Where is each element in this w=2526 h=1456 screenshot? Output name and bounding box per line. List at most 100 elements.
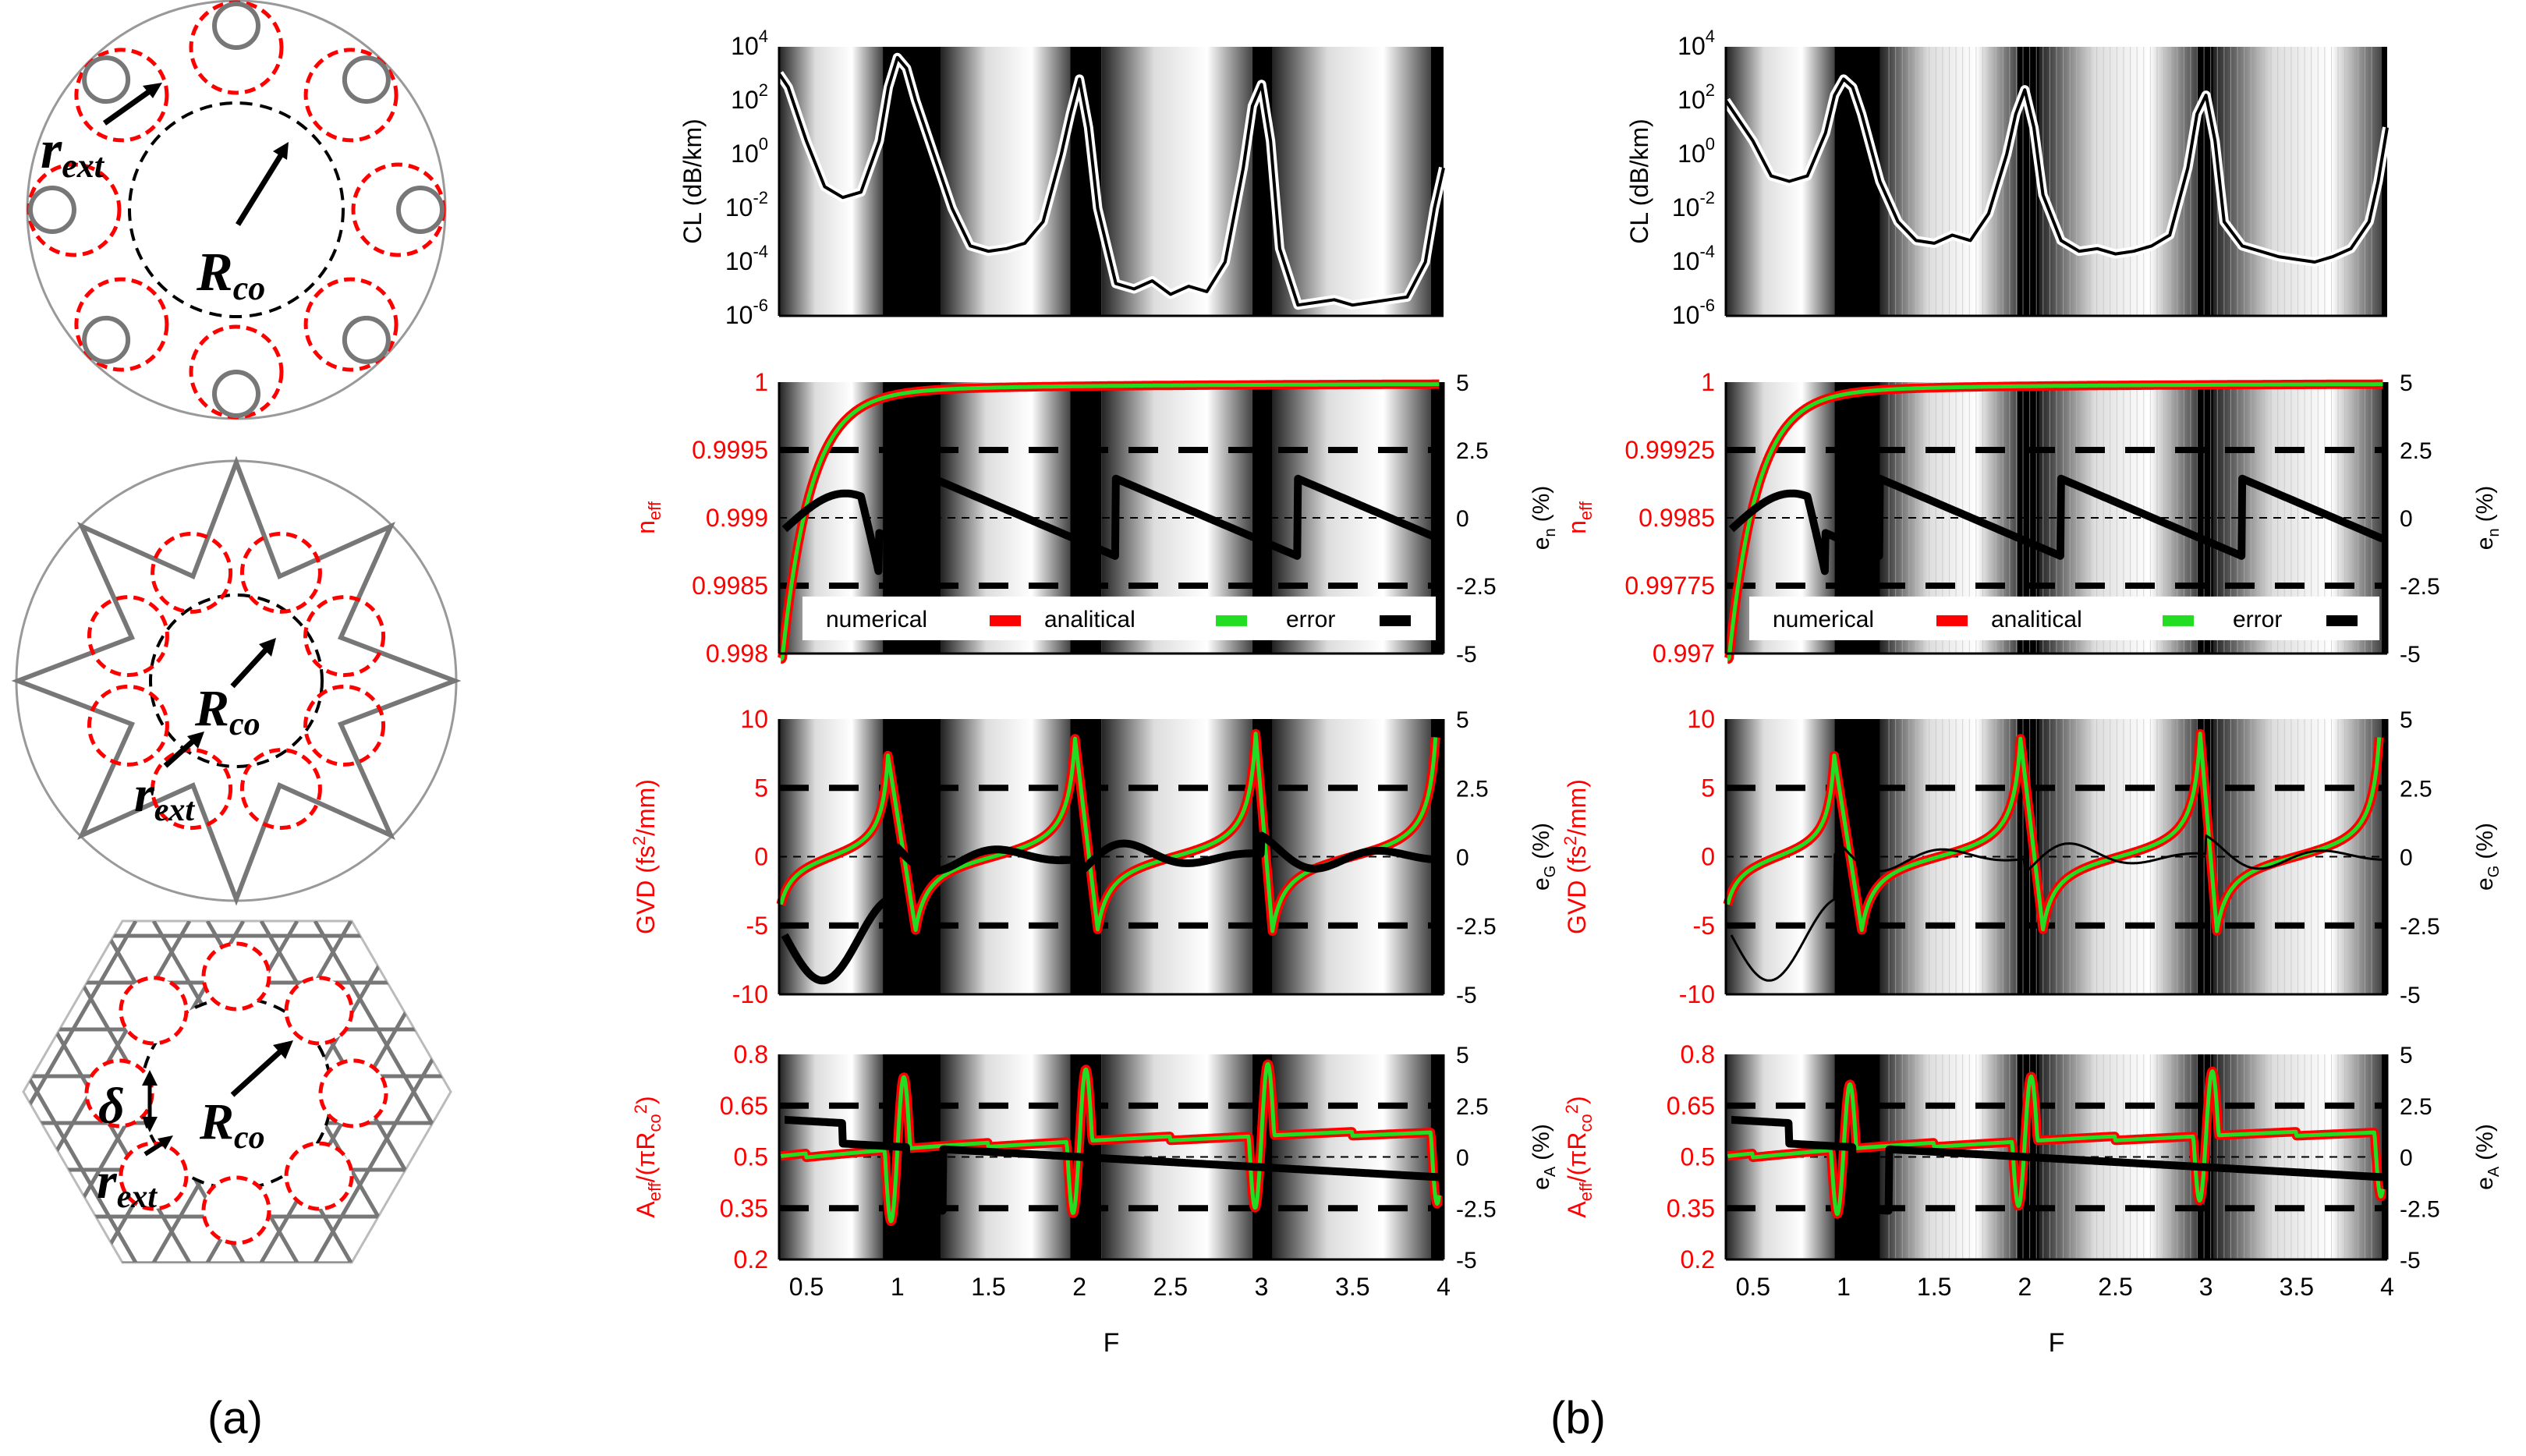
tube-outer	[303, 48, 399, 143]
legend-label-error: error	[1286, 607, 1335, 632]
lattice-strut	[313, 921, 451, 1263]
lattice-strut	[530, 921, 728, 1263]
analitical-curve	[1726, 1069, 2385, 1217]
tube-inner	[342, 315, 391, 364]
y-tick-label-left: 0.5	[1681, 1143, 1715, 1171]
y-axis-label-left: Aeff/(πRco2)	[631, 1096, 664, 1217]
y-tick-label-left: 1	[1701, 368, 1715, 396]
tube-inner	[82, 315, 131, 364]
kagome-r-ext-label: rext	[97, 1153, 158, 1215]
resonance-band	[2382, 719, 2387, 994]
y-tick-label-left: 5	[754, 774, 768, 802]
lattice-strut	[530, 921, 728, 1263]
kagome-r-co-label: Rco	[199, 1093, 265, 1156]
x-tick-label: 2	[1072, 1273, 1086, 1301]
tube-outer	[74, 277, 169, 372]
y-tick-label-right: -5	[1456, 642, 1477, 668]
y-tick-label-right: -2.5	[1456, 914, 1497, 940]
kagome-tube	[284, 1141, 354, 1211]
y-tick-label-left: 0.999	[706, 504, 768, 532]
kagome-tube	[201, 1175, 271, 1245]
panel-cl: 104 102 100 10-2 10-4 10-6 CL (dB/km)	[1625, 27, 2392, 329]
y-axis-label-left: neff	[632, 501, 664, 534]
y-tick-label-right: 2.5	[1456, 1094, 1489, 1120]
y-tick-label-left: 0.99775	[1624, 572, 1715, 600]
panel-neff: 10.99950.9990.99850.99852.50-2.5-5neffen…	[632, 368, 1559, 668]
y-tick-label-left: 0	[1701, 843, 1715, 871]
y-tick-label: 10-2	[725, 188, 768, 221]
x-tick-label: 2.5	[2098, 1273, 2132, 1301]
y-tick-label: 10-4	[725, 242, 768, 275]
lattice-strut	[420, 921, 451, 1263]
legend-label-numerical: numerical	[1773, 607, 1874, 632]
star-tube	[239, 531, 322, 614]
y-tick-label-right: 0	[1456, 1146, 1469, 1171]
y-tick-label-right: 0	[2400, 1146, 2413, 1171]
y-tick-label-left: 0.9985	[692, 572, 768, 600]
legend-box	[802, 596, 1436, 640]
panel-gvd: 10 5 0 -5 -10 5 2.5 0 -2.5 -5 GVD (fs2/mm) eG(%)	[629, 705, 1559, 1008]
y-tick-label-right: -5	[1456, 1248, 1477, 1274]
resonance-band	[1272, 47, 1431, 316]
tube-inner	[212, 2, 260, 50]
x-tick-label: 3	[1255, 1273, 1269, 1301]
r-ext-label: rext	[41, 120, 105, 185]
schematic-kagome-fiber: δ Rco rext	[22, 919, 728, 1264]
star-tube	[303, 684, 386, 767]
star-tube	[87, 595, 169, 678]
legend-swatch-numerical	[990, 615, 1021, 626]
kagome-tube	[119, 1141, 189, 1211]
panel-gvd: 10 5 0 -5 -10 5 2.5 0 -2.5 -5 GVD (fs2/mm) eG(%)	[1561, 705, 2503, 1008]
y-tick-label-right: 2.5	[2400, 438, 2432, 464]
y-tick-label: 10-6	[725, 296, 768, 329]
y-tick-label-right: 2.5	[1456, 776, 1489, 802]
y-tick-label-right: 0	[2400, 506, 2413, 532]
y-tick-label-left: 1	[754, 368, 768, 396]
y-tick-label: 104	[731, 27, 768, 60]
tube-inner	[28, 186, 76, 234]
y-tick-label-right: 0	[1456, 506, 1469, 532]
star-r-co-label: Rco	[194, 680, 260, 742]
y-tick-label-right: 2.5	[1456, 438, 1489, 464]
x-tick-label: 3.5	[2280, 1273, 2314, 1301]
y-tick-label-left: 0.5	[734, 1143, 768, 1171]
y-tick-label-left: -5	[1693, 912, 1715, 940]
y-tick-label: 102	[1678, 80, 1715, 114]
legend: numerical analitical error	[1749, 596, 2379, 640]
analitical-curve	[779, 382, 1440, 661]
y-tick-label: 102	[731, 80, 768, 114]
y-tick-label-right: -2.5	[2400, 574, 2440, 600]
y-tick-label: 100	[731, 134, 768, 168]
y-tick-label-left: 0.9995	[692, 436, 768, 464]
error-curve	[781, 474, 1443, 576]
y-axis-label: CL (dB/km)	[1625, 119, 1653, 244]
resonance-band	[2382, 1054, 2387, 1259]
y-tick-label-right: 5	[1456, 370, 1469, 396]
legend-box	[1749, 596, 2379, 640]
y-axis-label-left: neff	[1563, 501, 1596, 534]
x-tick-label: 0.5	[1736, 1273, 1770, 1301]
resonance-band	[2382, 382, 2387, 654]
cl-curve	[778, 55, 1445, 307]
x-tick-label: 1	[1837, 1273, 1851, 1301]
y-tick-label-left: 10	[740, 705, 768, 733]
y-tick-label-left: -10	[1679, 980, 1715, 1008]
kagome-tube	[119, 976, 189, 1046]
kagome-tube	[318, 1058, 388, 1128]
resonance-band	[1101, 47, 1252, 316]
y-tick-label-left: 0.997	[1653, 639, 1715, 668]
y-tick-label-left: 0	[754, 843, 768, 871]
y-axis-label-left: GVD (fs2/mm)	[1561, 779, 1591, 934]
y-tick-label: 10-2	[1672, 188, 1715, 221]
y-tick-label-left: 0.35	[1667, 1194, 1715, 1222]
x-tick-label: 1	[891, 1273, 905, 1301]
analitical-curve	[1726, 382, 2384, 661]
error-curve	[1730, 834, 2383, 982]
error-curve	[1727, 1115, 2386, 1215]
legend-swatch-error	[2326, 615, 2358, 626]
y-axis-label-right: en(%)	[1529, 486, 1559, 550]
kagome-tube	[84, 1058, 154, 1128]
star-tube	[239, 748, 322, 831]
y-tick-label-right: 0	[2400, 845, 2413, 871]
